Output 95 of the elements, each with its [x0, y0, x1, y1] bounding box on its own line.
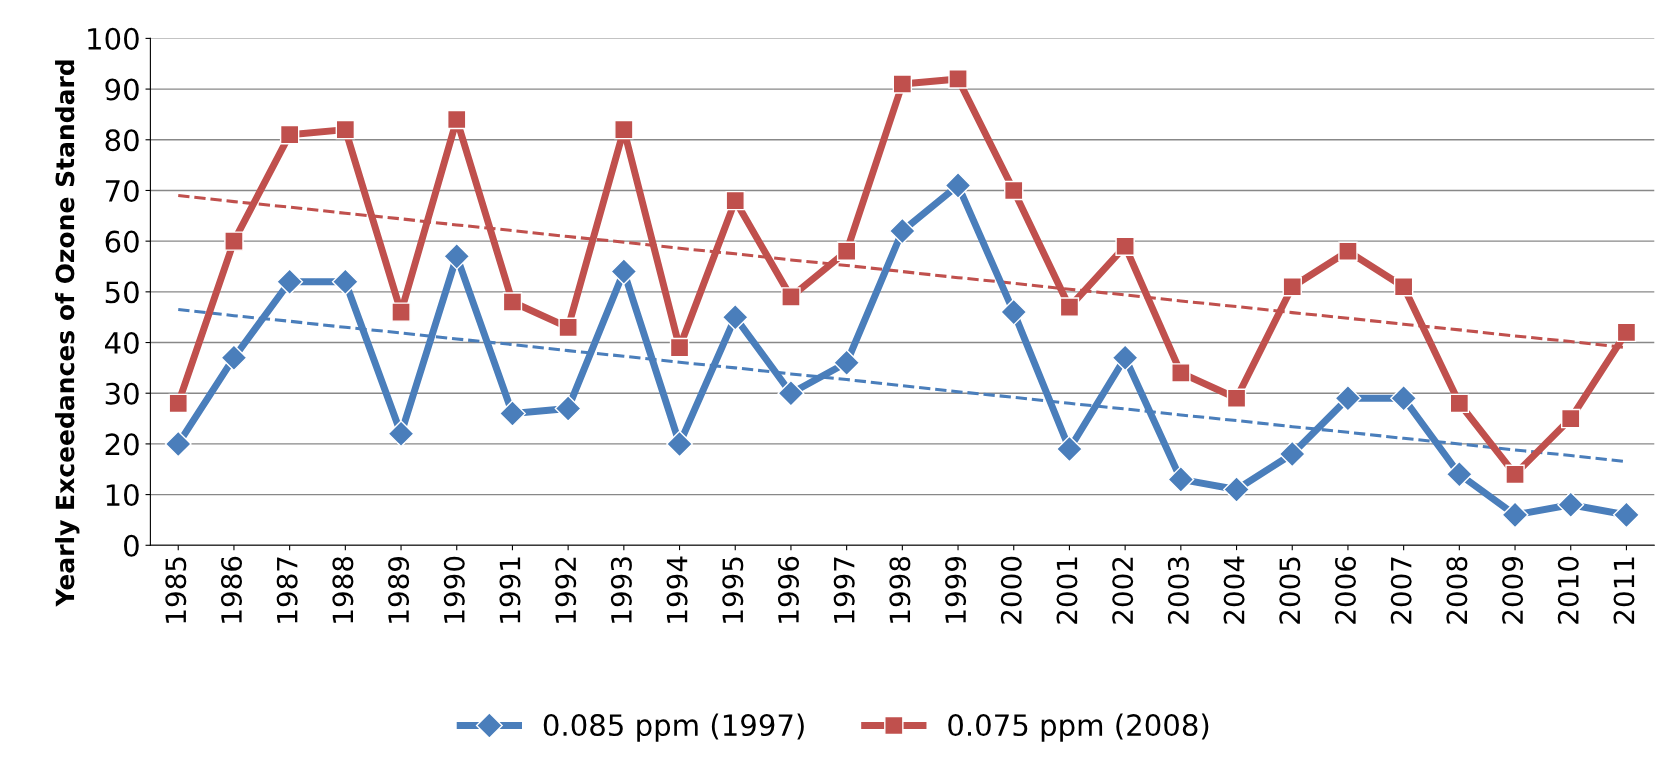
y-tick-label: 90 [105, 78, 139, 101]
point [168, 393, 188, 414]
point [614, 119, 634, 140]
x-tick-label: 2009 [1502, 556, 1524, 624]
y-tick-label: 50 [105, 281, 139, 304]
point [721, 303, 749, 331]
point [610, 258, 638, 286]
point [1171, 363, 1191, 383]
point [777, 379, 805, 407]
x-tick-label: 1999 [945, 556, 967, 623]
point [1501, 501, 1529, 529]
point [944, 171, 972, 199]
x-tick-label: 2004 [1223, 556, 1245, 624]
point [1616, 322, 1637, 343]
y-tick-label: 100 [88, 27, 139, 50]
point [888, 217, 916, 245]
point [1223, 476, 1251, 503]
point [220, 344, 248, 372]
x-tick-label: 1994 [666, 556, 688, 623]
x-tick-label: 2000 [1000, 556, 1022, 624]
point [443, 242, 471, 270]
x-tick-label: 2011 [1613, 557, 1635, 624]
point [1612, 501, 1640, 529]
x-tick-label: 2008 [1446, 556, 1468, 624]
point [1557, 491, 1585, 519]
point [948, 69, 968, 89]
x-tick-label: 1998 [889, 556, 911, 623]
y-tick-label: 0 [124, 534, 139, 557]
x-tick-label: 1992 [555, 557, 577, 623]
x-tick-label: 1993 [610, 557, 632, 623]
point [224, 231, 244, 251]
point [558, 317, 578, 338]
point [1115, 236, 1135, 256]
x-tick-label: 2001 [1056, 557, 1078, 624]
y-tick-label: 30 [105, 382, 139, 405]
point [1278, 440, 1306, 468]
y-tick-label: 60 [105, 230, 139, 253]
point [1390, 384, 1418, 412]
point [1393, 277, 1414, 297]
x-tick-label: 1987 [276, 557, 298, 623]
point [1282, 277, 1302, 297]
y-tick-label: 80 [105, 129, 139, 152]
x-tick-label: 1989 [388, 556, 410, 623]
x-tick-label: 1995 [722, 557, 744, 623]
x-tick-label: 1988 [332, 556, 354, 623]
point [447, 109, 467, 130]
point [276, 268, 304, 296]
point [498, 400, 526, 427]
point [1226, 388, 1247, 409]
point [836, 241, 857, 262]
point [164, 430, 192, 458]
y-tick-label: 20 [105, 433, 139, 456]
point [1561, 408, 1581, 429]
x-tick-label: 2003 [1167, 557, 1189, 624]
x-tick-label: 2007 [1390, 557, 1412, 624]
point [331, 268, 359, 296]
point [892, 74, 913, 94]
point [554, 394, 582, 422]
x-tick-label: 2002 [1112, 557, 1134, 624]
y-tick-label: 10 [106, 484, 139, 507]
x-tick-label: 1997 [833, 557, 855, 623]
point [1059, 297, 1080, 317]
x-tick-label: 1985 [165, 557, 187, 623]
point [666, 430, 694, 458]
point [391, 302, 411, 322]
point [833, 349, 861, 377]
y-tick-label: 40 [104, 331, 139, 355]
x-tick-label: 2006 [1334, 556, 1356, 624]
point [1111, 344, 1139, 372]
y-tick-label: 70 [105, 179, 139, 202]
legend-label: 0.085 ppm (1997) [543, 713, 804, 742]
point [1445, 460, 1473, 488]
point [1004, 180, 1024, 201]
x-tick-label: 1991 [499, 557, 521, 623]
x-tick-label: 1990 [443, 556, 465, 623]
x-tick-label: 1986 [220, 556, 242, 623]
point [1338, 241, 1358, 262]
point [1334, 384, 1362, 412]
point [502, 292, 523, 312]
y-axis-title: Yearly Exceedances of Ozone Standard [55, 60, 80, 607]
point [1167, 465, 1195, 493]
x-tick-label: 2005 [1279, 557, 1301, 624]
point [1505, 464, 1525, 485]
point [669, 337, 690, 358]
point [279, 124, 300, 145]
point [781, 287, 801, 307]
point [725, 190, 745, 211]
point [387, 420, 415, 448]
point [1449, 393, 1470, 414]
x-tick-label: 1996 [777, 556, 799, 623]
point [1055, 435, 1083, 463]
legend-label: 0.075 ppm (2008) [948, 713, 1209, 742]
x-tick-label: 2010 [1557, 556, 1579, 624]
point [1000, 298, 1028, 326]
point [335, 119, 356, 140]
